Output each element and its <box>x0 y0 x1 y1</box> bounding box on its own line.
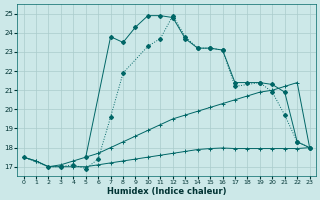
X-axis label: Humidex (Indice chaleur): Humidex (Indice chaleur) <box>107 187 226 196</box>
